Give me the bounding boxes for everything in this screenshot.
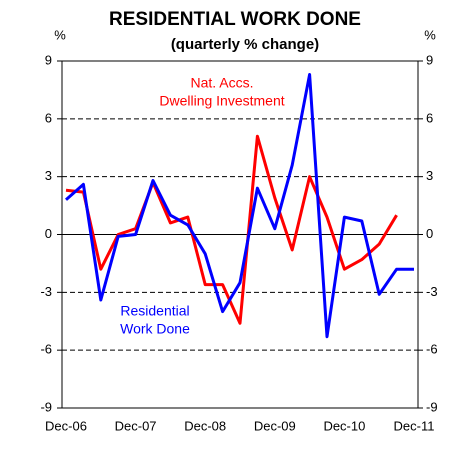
- y-axis-label: %: [54, 27, 66, 42]
- series-label: Dwelling Investment: [159, 93, 284, 109]
- y2-tick-label: 9: [426, 52, 433, 67]
- y2-tick-label: 3: [426, 168, 433, 183]
- y-tick-label: 6: [45, 110, 52, 125]
- y2-tick-label: 0: [426, 226, 433, 241]
- series-label: Nat. Accs.: [190, 75, 253, 91]
- y2-tick-label: 6: [426, 110, 433, 125]
- chart-subtitle: (quarterly % change): [171, 36, 319, 53]
- y-tick-label: 9: [45, 52, 52, 67]
- y-tick-label: -9: [40, 399, 52, 414]
- series-line: [65, 73, 414, 339]
- series-label: Work Done: [120, 321, 190, 337]
- chart-title: RESIDENTIAL WORK DONE: [109, 9, 361, 30]
- y2-axis-label: %: [424, 27, 436, 42]
- y2-tick-label: -9: [426, 399, 438, 414]
- y-tick-label: 0: [45, 226, 52, 241]
- y2-tick-label: -6: [426, 342, 438, 357]
- y-tick-label: 3: [45, 168, 52, 183]
- x-tick-label: Dec-06: [45, 418, 87, 433]
- series-line: [65, 134, 398, 325]
- y2-tick-label: -3: [426, 284, 438, 299]
- y-tick-label: -6: [40, 342, 52, 357]
- x-tick-label: Dec-07: [115, 418, 157, 433]
- x-tick-label: Dec-09: [254, 418, 296, 433]
- series-label: Residential: [120, 303, 189, 319]
- y-tick-label: -3: [40, 284, 52, 299]
- x-tick-label: Dec-08: [184, 418, 226, 433]
- x-tick-label: Dec-10: [323, 418, 365, 433]
- x-tick-label: Dec-11: [394, 418, 435, 433]
